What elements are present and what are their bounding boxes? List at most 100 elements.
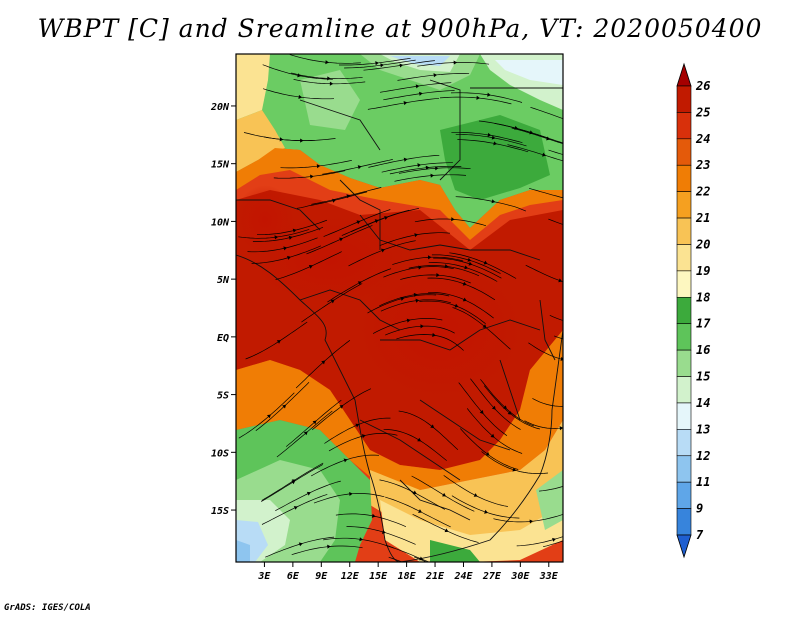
streamline-arrow bbox=[303, 431, 308, 436]
colorbar-label: 20 bbox=[695, 237, 710, 251]
streamline-arrow bbox=[316, 164, 321, 169]
streamline-arrow bbox=[292, 228, 297, 233]
streamline bbox=[295, 340, 351, 389]
streamline bbox=[553, 335, 563, 340]
colorbar-segment bbox=[676, 323, 692, 351]
streamline bbox=[549, 314, 563, 321]
streamline bbox=[275, 480, 341, 512]
streamline-arrow bbox=[300, 138, 304, 143]
colorbar-segment bbox=[676, 164, 692, 192]
colorbar-label: 21 bbox=[695, 211, 710, 225]
streamline bbox=[524, 420, 563, 429]
streamline-arrow bbox=[502, 405, 507, 410]
streamline bbox=[341, 209, 410, 236]
streamline bbox=[247, 237, 318, 253]
streamline bbox=[511, 127, 563, 145]
streamline-arrow bbox=[444, 264, 449, 269]
streamline-arrow bbox=[467, 257, 472, 262]
streamline bbox=[470, 378, 521, 430]
streamline-arrow bbox=[451, 217, 455, 222]
streamline-arrow bbox=[375, 61, 379, 66]
colorbar-min-arrow bbox=[676, 534, 692, 559]
colorbar-label: 16 bbox=[696, 343, 710, 357]
lat-tick-label: EQ bbox=[217, 333, 229, 344]
streamline-arrow bbox=[355, 423, 360, 428]
streamline bbox=[417, 62, 490, 67]
lon-tick-label: 3E bbox=[257, 571, 271, 582]
streamline bbox=[289, 54, 361, 64]
streamline-arrow bbox=[529, 130, 534, 135]
streamline bbox=[322, 159, 393, 175]
streamline bbox=[273, 170, 346, 179]
colorbar-segment bbox=[676, 296, 692, 325]
streamline bbox=[548, 149, 563, 155]
colorbar-segment bbox=[676, 138, 692, 166]
streamline bbox=[348, 240, 416, 267]
latitude-axis: 20N 15N 10N 5N EQ 5S 10S 15S bbox=[210, 102, 236, 517]
streamline bbox=[530, 106, 563, 119]
streamline-arrow bbox=[485, 451, 490, 456]
streamline-arrow bbox=[321, 360, 326, 365]
chart-title: WBPT [C] and Sreamline at 900hPa, VT: 20… bbox=[37, 14, 763, 43]
colorbar-label: 25 bbox=[695, 105, 710, 119]
streamline bbox=[280, 159, 352, 169]
streamline bbox=[285, 399, 342, 447]
streamline-arrow bbox=[484, 509, 488, 514]
streamline bbox=[238, 229, 310, 239]
streamline-arrow bbox=[306, 491, 311, 496]
streamline bbox=[291, 72, 363, 80]
colorbar-label: 22 bbox=[695, 185, 710, 199]
streamline-arrow bbox=[287, 255, 291, 260]
streamline-arrow bbox=[415, 84, 420, 89]
lat-tick-label: 10N bbox=[211, 217, 230, 228]
streamline bbox=[385, 544, 430, 562]
streamline bbox=[339, 57, 411, 66]
streamline bbox=[301, 283, 363, 323]
streamline-arrow bbox=[297, 73, 302, 78]
streamline-arrow bbox=[577, 534, 581, 538]
streamline-arrow bbox=[564, 117, 568, 121]
streamline bbox=[525, 264, 563, 283]
streamline bbox=[388, 556, 403, 562]
streamline bbox=[344, 59, 416, 69]
streamline bbox=[324, 417, 391, 444]
streamline-arrow bbox=[283, 246, 288, 251]
streamline-arrow bbox=[298, 542, 303, 547]
lon-tick-label: 9E bbox=[315, 571, 328, 582]
streamline-arrow bbox=[399, 63, 404, 68]
streamline-arrow bbox=[380, 63, 384, 68]
colorbar-segment bbox=[676, 508, 692, 536]
streamline bbox=[460, 428, 519, 470]
colorbar-max-arrow bbox=[676, 62, 692, 87]
streamline-arrow bbox=[419, 91, 423, 96]
streamline bbox=[368, 154, 440, 168]
streamline bbox=[238, 392, 295, 439]
streamline bbox=[451, 131, 523, 144]
streamline bbox=[372, 318, 443, 334]
lon-tick-label: 24E bbox=[453, 571, 473, 582]
streamline-arrow bbox=[327, 544, 331, 549]
streamline-arrow bbox=[293, 506, 298, 510]
streamline bbox=[293, 79, 366, 85]
streamline-arrow bbox=[442, 492, 447, 497]
streamline bbox=[431, 254, 501, 274]
streamline bbox=[433, 257, 502, 279]
streamline-arrow bbox=[529, 519, 534, 524]
streamline-arrow bbox=[339, 405, 344, 409]
lon-tick-label: 15E bbox=[369, 571, 388, 582]
streamline bbox=[261, 494, 328, 525]
streamline-arrow bbox=[415, 298, 420, 303]
streamline-arrow bbox=[462, 281, 467, 286]
streamline bbox=[397, 73, 470, 81]
streamline-arrow bbox=[491, 135, 496, 140]
colorbar-segment bbox=[676, 402, 692, 430]
streamline bbox=[383, 90, 455, 101]
streamline-arrow bbox=[356, 220, 361, 225]
streamline-arrow bbox=[420, 324, 424, 329]
colorbar-label: 12 bbox=[696, 449, 710, 463]
lat-tick-label: 5S bbox=[217, 391, 229, 402]
streamline bbox=[261, 464, 324, 502]
streamline-arrow bbox=[406, 318, 411, 323]
streamline-arrow bbox=[574, 480, 578, 484]
